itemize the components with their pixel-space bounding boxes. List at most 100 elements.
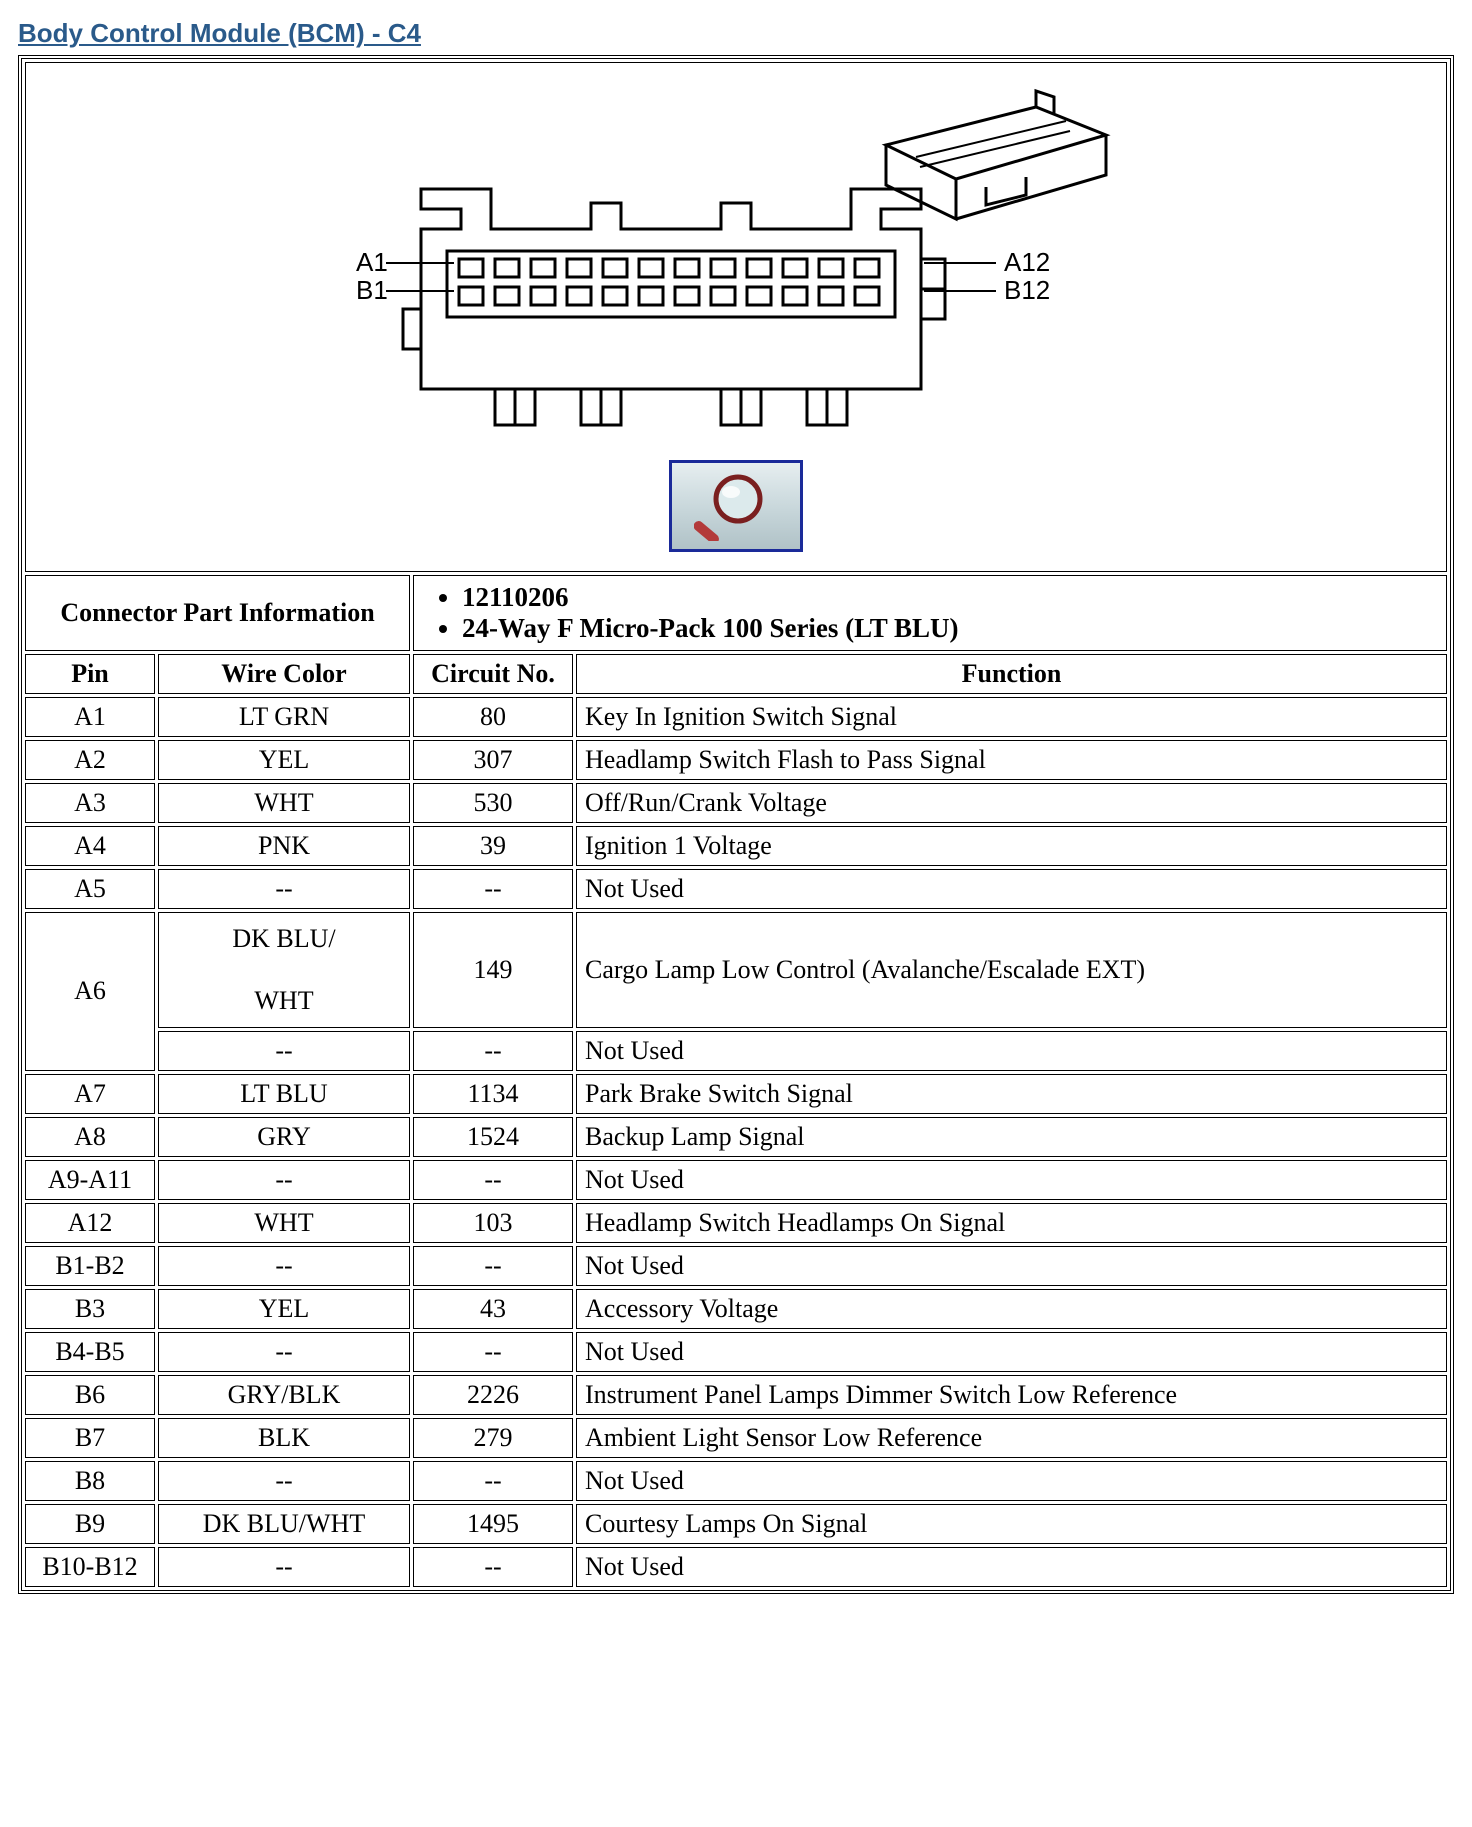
cell-circuit: -- <box>413 1332 573 1372</box>
cell-wire: DK BLU/ WHT <box>158 912 410 1028</box>
table-row: B3YEL43Accessory Voltage <box>25 1289 1447 1329</box>
cell-circuit: 149 <box>413 912 573 1028</box>
cell-function: Not Used <box>576 1461 1447 1501</box>
cell-pin: B7 <box>25 1418 155 1458</box>
cell-function: Backup Lamp Signal <box>576 1117 1447 1157</box>
table-row: A7LT BLU1134Park Brake Switch Signal <box>25 1074 1447 1114</box>
cell-circuit: -- <box>413 1160 573 1200</box>
cell-circuit: -- <box>413 869 573 909</box>
cell-wire: -- <box>158 1160 410 1200</box>
cell-wire: GRY <box>158 1117 410 1157</box>
diagram-cell: A1 B1 A12 B12 <box>25 62 1447 572</box>
cell-function: Ambient Light Sensor Low Reference <box>576 1418 1447 1458</box>
cell-wire: YEL <box>158 1289 410 1329</box>
cell-circuit: 1495 <box>413 1504 573 1544</box>
table-row: B9DK BLU/WHT1495Courtesy Lamps On Signal <box>25 1504 1447 1544</box>
cell-circuit: -- <box>413 1461 573 1501</box>
cell-wire: -- <box>158 1031 410 1071</box>
cell-pin: A2 <box>25 740 155 780</box>
cell-wire: GRY/BLK <box>158 1375 410 1415</box>
cell-function: Accessory Voltage <box>576 1289 1447 1329</box>
cell-wire: PNK <box>158 826 410 866</box>
label-a12: A12 <box>1004 247 1050 277</box>
cell-wire: BLK <box>158 1418 410 1458</box>
cell-pin: B10-B12 <box>25 1547 155 1587</box>
table-row: A1LT GRN80Key In Ignition Switch Signal <box>25 697 1447 737</box>
table-row: A5----Not Used <box>25 869 1447 909</box>
cell-function: Courtesy Lamps On Signal <box>576 1504 1447 1544</box>
table-row: A4PNK39Ignition 1 Voltage <box>25 826 1447 866</box>
connector-diagram: A1 B1 A12 B12 <box>326 79 1146 439</box>
cell-wire: WHT <box>158 1203 410 1243</box>
cell-circuit: -- <box>413 1547 573 1587</box>
page-title: Body Control Module (BCM) - C4 <box>18 18 1454 49</box>
cpi-values: 12110206 24-Way F Micro-Pack 100 Series … <box>413 575 1447 651</box>
cell-pin: A9-A11 <box>25 1160 155 1200</box>
label-b1: B1 <box>356 275 388 305</box>
cell-function: Instrument Panel Lamps Dimmer Switch Low… <box>576 1375 1447 1415</box>
cell-wire: -- <box>158 1246 410 1286</box>
cell-wire: -- <box>158 869 410 909</box>
table-row: A6 DK BLU/ WHT 149 Cargo Lamp Low Contro… <box>25 912 1447 1028</box>
cell-circuit: 39 <box>413 826 573 866</box>
cell-circuit: 2226 <box>413 1375 573 1415</box>
table-row: -- -- Not Used <box>25 1031 1447 1071</box>
cpi-item: 12110206 <box>462 582 1438 613</box>
label-a1: A1 <box>356 247 388 277</box>
cpi-label: Connector Part Information <box>25 575 410 651</box>
cell-circuit: 307 <box>413 740 573 780</box>
cell-pin: A6 <box>25 912 155 1071</box>
cell-pin: B6 <box>25 1375 155 1415</box>
cell-pin: B9 <box>25 1504 155 1544</box>
cell-function: Ignition 1 Voltage <box>576 826 1447 866</box>
cell-pin: A7 <box>25 1074 155 1114</box>
cell-pin: B3 <box>25 1289 155 1329</box>
cell-function: Headlamp Switch Flash to Pass Signal <box>576 740 1447 780</box>
cell-wire: -- <box>158 1461 410 1501</box>
cell-function: Cargo Lamp Low Control (Avalanche/Escala… <box>576 912 1447 1028</box>
col-circuit: Circuit No. <box>413 654 573 694</box>
table-row: B10-B12----Not Used <box>25 1547 1447 1587</box>
cell-function: Not Used <box>576 1547 1447 1587</box>
table-row: B8----Not Used <box>25 1461 1447 1501</box>
col-function: Function <box>576 654 1447 694</box>
label-b12: B12 <box>1004 275 1050 305</box>
table-row: B1-B2----Not Used <box>25 1246 1447 1286</box>
col-wire: Wire Color <box>158 654 410 694</box>
cell-circuit: -- <box>413 1246 573 1286</box>
table-row: A9-A11----Not Used <box>25 1160 1447 1200</box>
table-row: A12WHT103Headlamp Switch Headlamps On Si… <box>25 1203 1447 1243</box>
cell-function: Not Used <box>576 1031 1447 1071</box>
table-row: B6GRY/BLK2226Instrument Panel Lamps Dimm… <box>25 1375 1447 1415</box>
cell-circuit: 1524 <box>413 1117 573 1157</box>
cell-function: Park Brake Switch Signal <box>576 1074 1447 1114</box>
connector-table: A1 B1 A12 B12 Connector Part Information… <box>18 55 1454 1594</box>
col-pin: Pin <box>25 654 155 694</box>
table-row: B7BLK279Ambient Light Sensor Low Referen… <box>25 1418 1447 1458</box>
cell-pin: A1 <box>25 697 155 737</box>
table-row: A2YEL307Headlamp Switch Flash to Pass Si… <box>25 740 1447 780</box>
cell-wire: YEL <box>158 740 410 780</box>
cell-pin: B1-B2 <box>25 1246 155 1286</box>
cell-function: Not Used <box>576 1332 1447 1372</box>
cell-circuit: 80 <box>413 697 573 737</box>
cell-function: Not Used <box>576 869 1447 909</box>
cell-function: Headlamp Switch Headlamps On Signal <box>576 1203 1447 1243</box>
cell-circuit: 530 <box>413 783 573 823</box>
cell-wire: DK BLU/WHT <box>158 1504 410 1544</box>
cell-pin: B4-B5 <box>25 1332 155 1372</box>
cell-wire: -- <box>158 1332 410 1372</box>
cell-pin: A12 <box>25 1203 155 1243</box>
cell-circuit: 43 <box>413 1289 573 1329</box>
magnifier-icon <box>694 471 778 541</box>
cell-function: Not Used <box>576 1246 1447 1286</box>
cell-pin: A3 <box>25 783 155 823</box>
cell-function: Off/Run/Crank Voltage <box>576 783 1447 823</box>
table-row: B4-B5----Not Used <box>25 1332 1447 1372</box>
cell-circuit: 1134 <box>413 1074 573 1114</box>
cell-pin: A4 <box>25 826 155 866</box>
zoom-button[interactable] <box>669 460 803 552</box>
cell-wire: LT BLU <box>158 1074 410 1114</box>
table-row: A8GRY1524Backup Lamp Signal <box>25 1117 1447 1157</box>
cell-pin: B8 <box>25 1461 155 1501</box>
